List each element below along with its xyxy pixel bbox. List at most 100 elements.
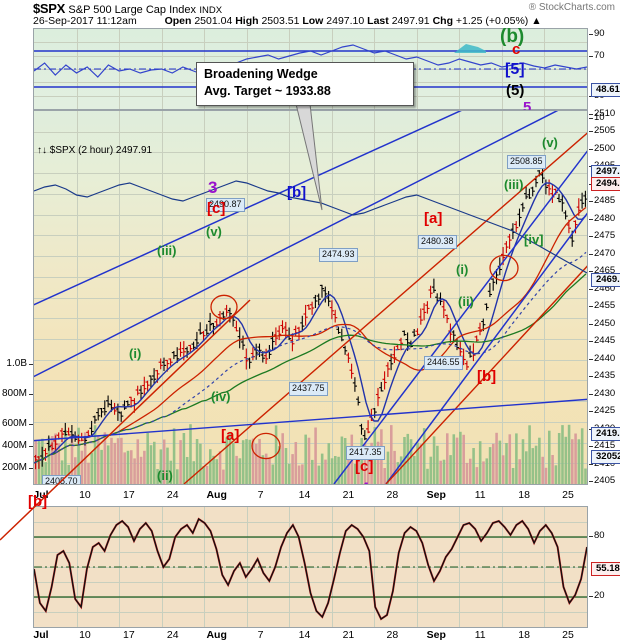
- price-tick-2500: 2500: [594, 142, 616, 154]
- price-tick-2440: 2440: [594, 352, 616, 364]
- price-tick-mark: [589, 481, 593, 482]
- date-tick-17: 17: [122, 489, 135, 501]
- price-tick-mark: [589, 219, 593, 220]
- price-tick-2505: 2505: [594, 125, 616, 137]
- price-tick-2475: 2475: [594, 230, 616, 242]
- date-tick-25: 25: [562, 489, 574, 501]
- quote-timestamp: 26-Sep-2017 11:12am: [33, 15, 137, 27]
- wave-label-3: 3: [208, 178, 218, 197]
- price-label-2446-55: 2446.55: [424, 356, 463, 370]
- price-tick-mark: [589, 149, 593, 150]
- stochastic-value-callout: 55.18: [591, 562, 620, 576]
- rsi-tick-mark: [589, 34, 593, 35]
- chg-up-arrow-icon: ▲: [531, 15, 542, 27]
- rsi-tick-90: 90: [594, 28, 605, 39]
- price-label-2417-35: 2417.35: [346, 446, 385, 460]
- volume-tick-mark: [29, 446, 33, 447]
- rsi-tick-10: 10: [594, 112, 605, 123]
- quote-line: 26-Sep-2017 11:12am Open 2501.04 High 25…: [33, 15, 542, 27]
- wave-label-b-brackets-red: [b]: [477, 368, 497, 385]
- price-tick-2470: 2470: [594, 247, 616, 259]
- annotation-box[interactable]: Broadening Wedge Avg. Target ~ 1933.88: [196, 62, 414, 106]
- date-tick-7: 7: [257, 489, 264, 501]
- stockcharts-watermark: ® StockCharts.com: [528, 2, 615, 13]
- wave-label-ii-parens-1: (ii): [157, 468, 173, 483]
- price-plot: [34, 111, 587, 484]
- rsi-tick-mark: [589, 118, 593, 119]
- low-value: 2497.10: [326, 15, 365, 27]
- volume-tick-800M: 800M: [1, 388, 27, 399]
- price-tick-2405: 2405: [594, 475, 616, 486]
- wave-label-iv-parens-1: (iv): [211, 389, 231, 404]
- price-tick-mark: [589, 376, 593, 377]
- annotation-line-2: Avg. Target ~ 1933.88: [204, 84, 331, 98]
- chg-label: Chg: [432, 15, 453, 27]
- price-label-2508-85: 2508.85: [507, 155, 546, 169]
- price-tick-mark: [589, 271, 593, 272]
- date-tick-11: 11: [474, 489, 486, 501]
- wave-label-c: c: [512, 41, 521, 58]
- date-tick-Jul: Jul: [33, 629, 49, 641]
- stochastic-panel: [33, 506, 588, 628]
- date-tick-Sep: Sep: [426, 629, 446, 641]
- date-tick-14: 14: [298, 489, 311, 501]
- price-panel: ↑↓ $SPX (2 hour) 2497.91 2490.87 2474.93…: [33, 110, 588, 485]
- price-tick-2465: 2465: [594, 265, 616, 277]
- price-tick-mark: [589, 236, 593, 237]
- wave-label-i-parens-1: (i): [129, 346, 142, 361]
- open-label: Open: [164, 15, 192, 27]
- volume-tick-200M: 200M: [1, 462, 27, 473]
- wave-label-iv-brackets: [iv]: [524, 232, 544, 247]
- date-tick-28: 28: [386, 629, 399, 641]
- price-tick-mark: [589, 446, 593, 447]
- rsi-tick-mark: [589, 56, 593, 57]
- last-value: 2497.91: [391, 15, 430, 27]
- volume-callout: 3205233: [591, 450, 620, 464]
- wave-label-4: 4: [360, 480, 369, 484]
- wave-label-ii-parens-2: (ii): [458, 294, 474, 309]
- date-tick-11: 11: [474, 629, 486, 641]
- date-tick-24: 24: [166, 489, 179, 501]
- price-tick-2415: 2415: [594, 440, 616, 452]
- price-tick-2450: 2450: [594, 317, 616, 329]
- stochastic-tick-mark: [589, 536, 593, 537]
- price-tick-mark: [589, 114, 593, 115]
- ma-callout-2419: 2419.09: [591, 427, 620, 441]
- series-label: ↑↓ $SPX (2 hour) 2497.91: [37, 145, 153, 156]
- price-tick-2425: 2425: [594, 405, 616, 417]
- ma-price-callout: 2494.73: [591, 177, 620, 191]
- volume-tick-mark: [29, 364, 33, 365]
- wave-label-a-brackets-2: [a]: [424, 210, 443, 227]
- price-tick-mark: [589, 464, 593, 465]
- price-tick-mark: [589, 306, 593, 307]
- price-tick-2435: 2435: [594, 370, 616, 382]
- annotation-line-1: Broadening Wedge: [204, 67, 318, 81]
- price-tick-2430: 2430: [594, 387, 616, 399]
- price-tick-mark: [589, 341, 593, 342]
- price-tick-2510: 2510: [594, 108, 616, 119]
- price-tick-mark: [589, 411, 593, 412]
- date-tick-18: 18: [518, 489, 530, 501]
- wave-label-5: 5: [523, 99, 532, 116]
- rsi-value-callout: 48.61: [591, 83, 620, 97]
- volume-tick-1.0B: 1.0B: [6, 358, 27, 369]
- date-tick-17: 17: [122, 629, 135, 641]
- price-label-2490-87: 2490.87: [206, 198, 245, 212]
- chart-header: $SPX S&P 500 Large Cap Index INDX 26-Sep…: [0, 0, 620, 28]
- date-tick-21: 21: [342, 489, 355, 501]
- price-label-2437-75: 2437.75: [289, 382, 328, 396]
- rsi-tick-70: 70: [594, 50, 605, 61]
- stochastic-tick-80: 80: [594, 530, 605, 541]
- date-tick-24: 24: [166, 629, 179, 641]
- stochastic-tick-mark: [589, 596, 593, 597]
- chg-value: +1.25 (+0.05%): [455, 15, 529, 27]
- wave-label-b-brackets-bottom: [b]: [28, 493, 48, 510]
- date-tick-14: 14: [298, 629, 311, 641]
- price-tick-2455: 2455: [594, 300, 616, 312]
- price-label-2474-93: 2474.93: [319, 248, 358, 262]
- date-tick-28: 28: [386, 489, 399, 501]
- price-label-2480-38: 2480.38: [418, 235, 457, 249]
- date-tick-10: 10: [79, 489, 91, 501]
- wave-label-iii-parens-1: (iii): [157, 243, 177, 258]
- wave-label-5-parens: (5): [506, 82, 525, 99]
